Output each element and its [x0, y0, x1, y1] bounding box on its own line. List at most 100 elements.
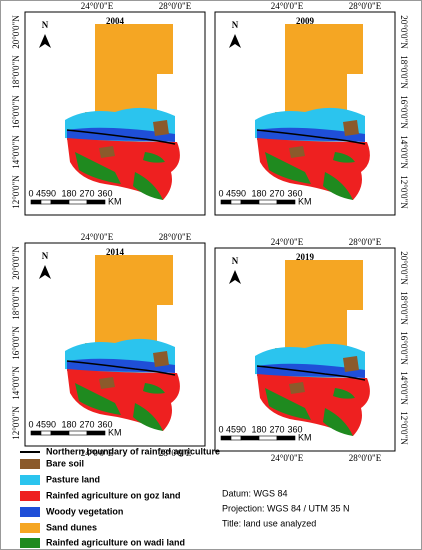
legend-swatch: [20, 491, 40, 501]
scale-segment: [86, 430, 106, 436]
lat-label: 18°0'0"N: [11, 55, 21, 89]
sand-dunes: [85, 255, 173, 361]
lat-label: 16°0'0"N: [11, 326, 21, 360]
legend-label: Woody vegetation: [46, 506, 123, 516]
scale-label: 270: [79, 188, 94, 198]
lat-label: 20°0'0"N: [399, 251, 409, 285]
scale-label: 180: [251, 188, 266, 198]
sand-dunes: [275, 260, 363, 366]
north-label: N: [232, 20, 239, 30]
map-panel: 2014 N 24°0'0"E 24°0'0"E 28°0'0"E 28°0'0"E 20°…: [11, 232, 206, 458]
lat-label: 14°0'0"N: [399, 371, 409, 405]
scale-segment: [230, 435, 242, 441]
scale-label: 270: [269, 188, 284, 198]
lat-label: 12°0'0"N: [399, 411, 409, 445]
boundary-line: [256, 365, 366, 381]
scale-segment: [240, 199, 260, 205]
lat-label: 18°0'0"N: [11, 286, 21, 320]
panel-year: 2019: [296, 252, 315, 262]
scale-label: 90: [46, 188, 56, 198]
scale-label: 0: [28, 188, 33, 198]
scale-label: 45: [226, 188, 236, 198]
scale-segment: [40, 430, 52, 436]
rainfed-wadi: [265, 152, 355, 200]
legend-label: Pasture land: [46, 474, 100, 484]
scale-segment: [258, 435, 278, 441]
sand-dunes: [275, 24, 363, 130]
lon-label: 24°0'0"E: [81, 1, 114, 11]
north-label: N: [42, 20, 49, 30]
legend-label: Sand dunes: [46, 522, 97, 532]
scale-segment: [68, 430, 88, 436]
north-arrow: [229, 270, 241, 284]
scale-segment: [68, 199, 88, 205]
lat-label: 14°0'0"N: [11, 135, 21, 169]
scale-label: 360: [287, 188, 302, 198]
info-text: Datum: WGS 84: [222, 488, 288, 498]
lon-label: 24°0'0"E: [271, 453, 304, 463]
legend-swatch: [20, 538, 40, 548]
map-panel: 2009 N 24°0'0"E 28°0'0"E 20°0'0"N 18°0'0"N 16°…: [214, 1, 409, 216]
lat-label: 18°0'0"N: [399, 55, 409, 89]
scale-label: 90: [236, 424, 246, 434]
scale-label: 90: [236, 188, 246, 198]
north-arrow: [229, 34, 241, 48]
scale-label: 360: [287, 424, 302, 434]
map-panel: 2004 N 24°0'0"E 28°0'0"E 20°0'0"N 18°0'0"N 16°…: [11, 1, 206, 216]
woody-vegetation: [67, 127, 175, 142]
scale-segment: [276, 199, 296, 205]
lat-label: 20°0'0"N: [399, 15, 409, 49]
lon-label: 24°0'0"E: [81, 448, 114, 458]
scale-label: 180: [61, 419, 76, 429]
bare-soil: [99, 351, 169, 389]
scale-segment: [220, 435, 232, 441]
scale-unit: KM: [108, 196, 122, 206]
lon-label: 28°0'0"E: [349, 1, 382, 11]
info-text: Projection: WGS 84 / UTM 35 N: [222, 503, 350, 513]
rainfed-wadi: [265, 388, 355, 436]
legend-swatch: [20, 507, 40, 517]
lon-label: 28°0'0"E: [349, 453, 382, 463]
scale-unit: KM: [298, 432, 312, 442]
bare-soil: [289, 120, 359, 158]
lat-label: 12°0'0"N: [11, 175, 21, 209]
scale-unit: KM: [298, 196, 312, 206]
scale-label: 45: [36, 419, 46, 429]
lat-label: 14°0'0"N: [11, 366, 21, 400]
lat-label: 16°0'0"N: [11, 95, 21, 129]
scale-segment: [230, 199, 242, 205]
scale-label: 360: [97, 419, 112, 429]
bare-soil: [289, 356, 359, 394]
lat-label: 12°0'0"N: [11, 406, 21, 440]
scale-segment: [86, 199, 106, 205]
rainfed-wadi: [75, 383, 165, 431]
scale-label: 270: [269, 424, 284, 434]
sand-dunes: [85, 24, 173, 130]
woody-vegetation: [257, 363, 365, 378]
scale-label: 0: [28, 419, 33, 429]
map-panel: 2019 N 24°0'0"E 24°0'0"E 28°0'0"E 28°0'0"E 20°…: [214, 237, 409, 463]
legend-swatch: [20, 523, 40, 533]
scale-segment: [30, 199, 42, 205]
panel-year: 2014: [106, 247, 125, 257]
legend-swatch: [20, 459, 40, 469]
woody-vegetation: [257, 127, 365, 142]
lon-label: 28°0'0"E: [159, 232, 192, 242]
boundary-line: [66, 129, 176, 145]
panel-year: 2009: [296, 16, 315, 26]
rainfed-wadi: [75, 152, 165, 200]
scale-segment: [220, 199, 232, 205]
scale-unit: KM: [108, 427, 122, 437]
scale-label: 0: [218, 424, 223, 434]
lat-label: 16°0'0"N: [399, 331, 409, 365]
legend-swatch: [20, 475, 40, 485]
scale-label: 180: [251, 424, 266, 434]
legend-label: Rainfed agriculture on goz land: [46, 490, 181, 500]
lon-label: 24°0'0"E: [81, 232, 114, 242]
north-label: N: [232, 256, 239, 266]
lon-label: 28°0'0"E: [159, 1, 192, 11]
scale-label: 45: [36, 188, 46, 198]
woody-vegetation: [67, 358, 175, 373]
info-text: Title: land use analyzed: [222, 518, 316, 528]
scale-label: 0: [218, 188, 223, 198]
